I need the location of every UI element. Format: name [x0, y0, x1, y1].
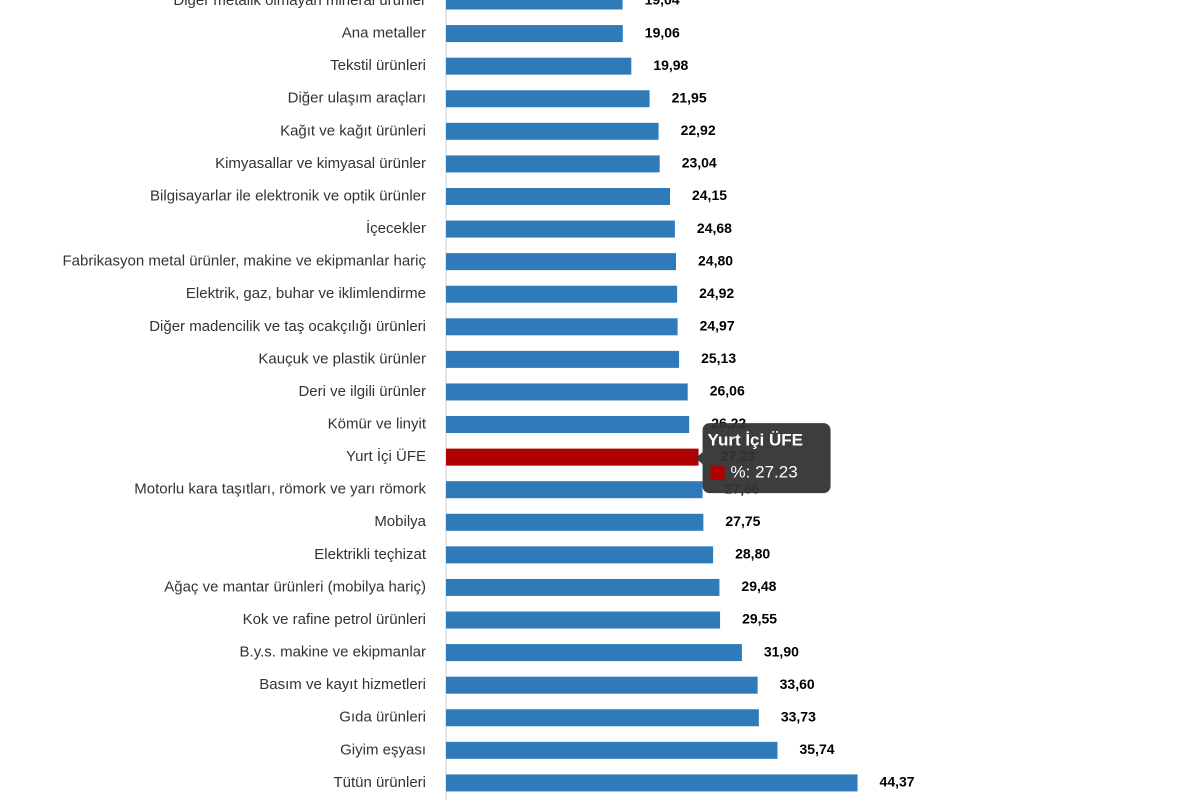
bar [446, 578, 720, 596]
value-label: 19,06 [645, 24, 680, 40]
category-label: Giyim eşyası [340, 741, 426, 758]
category-label: Kağıt ve kağıt ürünleri [280, 122, 426, 139]
bar [446, 285, 678, 303]
bar [446, 57, 632, 75]
category-label: Bilgisayarlar ile elektronik ve optik ür… [150, 187, 426, 204]
bar [446, 546, 714, 564]
bar [446, 253, 677, 271]
tooltip-swatch [710, 466, 725, 481]
category-label: Elektrik, gaz, buhar ve iklimlendirme [186, 285, 426, 302]
value-label: 26,06 [710, 383, 745, 399]
bar [446, 644, 742, 662]
bar [446, 709, 759, 727]
tooltip: Yurt İçi ÜFE %: 27.23 [695, 423, 831, 494]
category-label: Kauçuk ve plastik ürünler [258, 350, 426, 367]
category-label: Motorlu kara taşıtları, römork ve yarı r… [134, 481, 426, 498]
category-label: Ağaç ve mantar ürünleri (mobilya hariç) [164, 578, 426, 595]
bar [446, 350, 680, 368]
value-label: 24,92 [699, 285, 734, 301]
category-label: Diğer madencilik ve taş ocakçılığı ürünl… [149, 318, 426, 335]
value-label: 29,48 [741, 578, 776, 594]
bar [446, 481, 703, 499]
value-label: 24,80 [698, 252, 733, 268]
bar [446, 122, 659, 140]
bar [446, 383, 688, 401]
category-label: Diğer ulaşım araçları [288, 90, 426, 107]
bar [446, 220, 675, 238]
category-label: Yurt İçi ÜFE [346, 447, 426, 465]
tooltip-text: %: 27.23 [731, 463, 798, 482]
bar [446, 513, 704, 531]
value-label: 35,74 [799, 741, 834, 757]
value-label: 24,68 [697, 220, 732, 236]
value-label: 29,55 [742, 611, 777, 627]
category-label: Tütün ürünleri [333, 774, 426, 791]
value-label: 44,37 [880, 774, 915, 790]
value-label: 21,95 [672, 89, 707, 105]
bar [446, 741, 778, 759]
value-label: 24,97 [700, 318, 735, 334]
bar [446, 318, 678, 336]
category-label: Kimyasallar ve kimyasal ürünler [215, 155, 426, 172]
bar [446, 416, 690, 434]
category-label: Kok ve rafine petrol ürünleri [243, 611, 426, 628]
category-label: Kömür ve linyit [328, 416, 427, 433]
tooltip-box [695, 423, 831, 494]
bar [446, 774, 858, 792]
value-label: 33,73 [781, 708, 816, 724]
category-label: Deri ve ilgili ürünler [298, 383, 426, 400]
bar [446, 187, 670, 205]
value-label: 24,15 [692, 187, 727, 203]
category-label: Fabrikasyon metal ürünler, makine ve eki… [63, 253, 427, 270]
bar [446, 155, 660, 173]
category-label: Ana metaller [342, 25, 426, 42]
tooltip-title: Yurt İçi ÜFE [708, 431, 803, 450]
bar [446, 611, 721, 629]
bar [446, 0, 623, 10]
category-label: Diğer metalik olmayan mineral ürünler [173, 0, 426, 9]
value-label: 19,98 [653, 57, 688, 73]
bar [446, 448, 699, 466]
value-label: 22,92 [681, 122, 716, 138]
category-label: B.y.s. makine ve ekipmanlar [240, 644, 426, 661]
bar [446, 676, 758, 694]
bar [446, 25, 623, 43]
bar [446, 90, 650, 108]
value-label: 27,75 [725, 513, 760, 529]
category-label: Gıda ürünleri [339, 709, 426, 726]
category-label: İçecekler [366, 219, 426, 237]
value-label: 28,80 [735, 546, 770, 562]
value-label: 25,13 [701, 350, 736, 366]
value-label: 31,90 [764, 643, 799, 659]
category-label: Elektrikli teçhizat [314, 546, 427, 563]
category-label: Basım ve kayıt hizmetleri [259, 676, 426, 693]
category-label: Tekstil ürünleri [330, 57, 426, 74]
value-label: 19,04 [645, 0, 680, 8]
category-label: Mobilya [374, 513, 426, 530]
value-label: 23,04 [682, 155, 717, 171]
value-label: 33,60 [780, 676, 815, 692]
